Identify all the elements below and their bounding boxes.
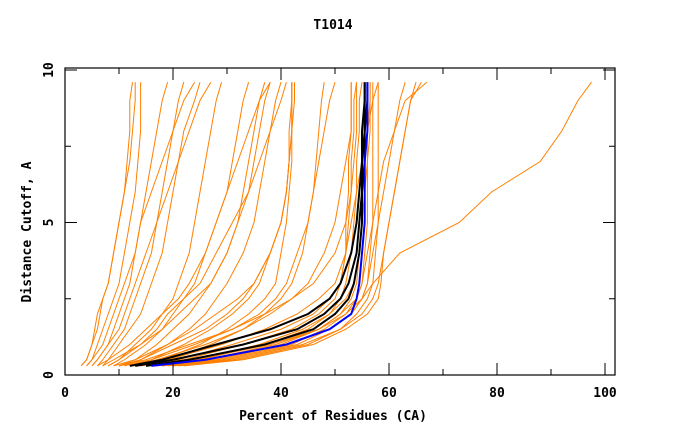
series-line-others-30	[145, 81, 592, 367]
series-line-highlight-39	[145, 82, 369, 367]
x-tick-label: 0	[61, 386, 69, 401]
series-line-others-33	[107, 82, 287, 367]
series-line-others-17	[124, 82, 336, 367]
series-line-others-19	[156, 82, 363, 367]
series-line-others-9	[97, 81, 271, 367]
series-line-others-1	[86, 82, 142, 367]
plot-frame	[64, 67, 616, 376]
series-line-others-22	[172, 82, 374, 367]
chart-title: T1014	[313, 18, 352, 33]
axis-ticks: 0 20 40 60 80 100 0 5 10	[42, 62, 617, 401]
x-tick-label: 20	[165, 386, 181, 401]
series-line-others-11	[102, 82, 271, 367]
series-line-others-12	[129, 82, 293, 367]
series-line-others-24	[167, 82, 371, 367]
series-line-others-4	[102, 82, 201, 367]
series-line-others-32	[91, 81, 212, 367]
y-axis-label: Distance Cutoff, A	[20, 161, 35, 302]
series-line-best-40	[151, 82, 369, 367]
series-line-others-35	[135, 82, 379, 367]
series-line-highlight-37	[129, 82, 366, 367]
x-tick-label: 80	[489, 386, 505, 401]
series-line-others-6	[107, 82, 223, 367]
series-line-others-3	[97, 82, 185, 367]
series-line-others-7	[113, 82, 250, 367]
series-line-others-25	[178, 82, 379, 367]
series-line-others-16	[140, 82, 325, 367]
series-line-others-5	[86, 81, 196, 367]
series-line-others-14	[135, 82, 295, 367]
x-tick-label: 100	[593, 386, 617, 401]
series-line-others-36	[118, 82, 358, 367]
series-line-others-34	[129, 82, 352, 367]
y-tick-label: 10	[42, 62, 57, 78]
series-line-others-28	[183, 81, 422, 367]
series-line-others-2	[91, 82, 169, 367]
x-axis-label: Percent of Residues (CA)	[239, 409, 427, 424]
x-tick-label: 40	[273, 386, 289, 401]
y-tick-label: 5	[42, 219, 57, 227]
series-line-others-13	[118, 82, 293, 367]
series-line-others-0	[80, 82, 133, 367]
series-line-others-15	[113, 82, 293, 367]
series-line-others-29	[156, 81, 428, 367]
x-tick-label: 60	[381, 386, 397, 401]
series-lines	[80, 81, 592, 367]
y-tick-label: 0	[42, 371, 57, 379]
series-line-others-31	[80, 82, 136, 367]
